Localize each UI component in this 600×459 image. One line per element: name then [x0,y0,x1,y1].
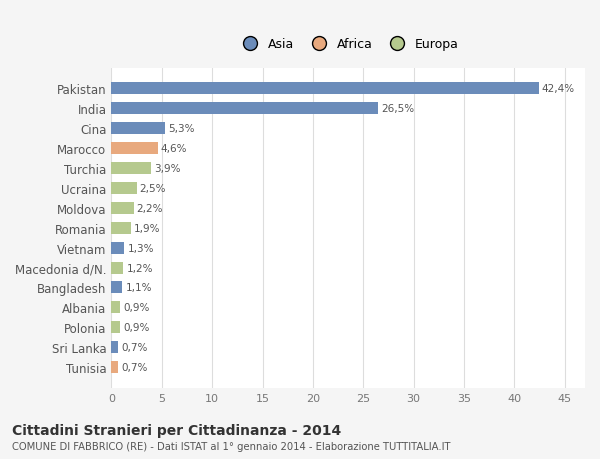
Text: Cittadini Stranieri per Cittadinanza - 2014: Cittadini Stranieri per Cittadinanza - 2… [12,423,341,437]
Text: 4,6%: 4,6% [161,144,187,154]
Legend: Asia, Africa, Europa: Asia, Africa, Europa [233,33,464,56]
Bar [112,361,118,373]
Text: 2,2%: 2,2% [137,203,163,213]
Text: 2,5%: 2,5% [140,184,166,193]
Text: 3,9%: 3,9% [154,163,180,174]
Bar [112,143,158,155]
Text: 1,1%: 1,1% [125,283,152,293]
Bar [112,242,124,254]
Bar [112,182,137,194]
Text: 1,2%: 1,2% [127,263,153,273]
Bar [112,83,539,95]
Text: 0,7%: 0,7% [121,342,148,353]
Text: 5,3%: 5,3% [168,124,194,134]
Text: 42,4%: 42,4% [542,84,575,94]
Text: 0,9%: 0,9% [124,323,150,333]
Bar [112,162,151,174]
Bar [112,282,122,294]
Bar [112,103,379,115]
Text: 0,7%: 0,7% [121,363,148,372]
Text: 0,9%: 0,9% [124,303,150,313]
Text: 26,5%: 26,5% [382,104,415,114]
Text: 1,9%: 1,9% [134,223,160,233]
Bar [112,222,131,234]
Bar [112,302,121,313]
Text: COMUNE DI FABBRICO (RE) - Dati ISTAT al 1° gennaio 2014 - Elaborazione TUTTITALI: COMUNE DI FABBRICO (RE) - Dati ISTAT al … [12,441,451,451]
Text: 1,3%: 1,3% [127,243,154,253]
Bar [112,123,165,134]
Bar [112,341,118,353]
Bar [112,322,121,334]
Bar [112,202,134,214]
Bar [112,262,124,274]
